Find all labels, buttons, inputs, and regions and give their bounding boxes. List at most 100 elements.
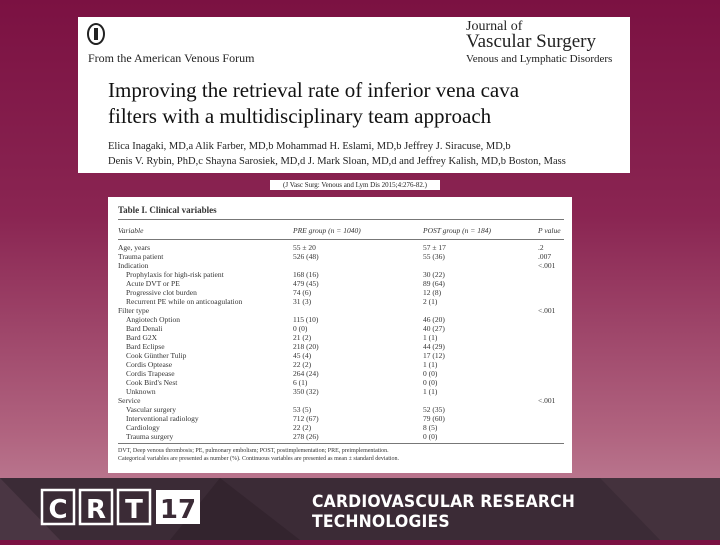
- header-cell: PRE group (n = 1040): [293, 226, 361, 235]
- row-label: Angiotech Option: [126, 315, 180, 324]
- row-label: Cook Bird's Nest: [126, 378, 178, 387]
- cell: 1 (1): [423, 333, 438, 342]
- row-label: Cordis Trapease: [126, 369, 175, 378]
- row-label: Filter type: [118, 306, 150, 315]
- header-row: Variable PRE group (n = 1040) POST group (…: [118, 226, 564, 235]
- cell: 2 (1): [423, 297, 438, 306]
- cell: 479 (45): [293, 279, 319, 288]
- table-rule: [118, 443, 564, 444]
- table-row: Bard Denali 0 (0) 40 (27): [118, 324, 564, 333]
- row-label: Service: [118, 396, 141, 405]
- cell: 1 (1): [423, 387, 438, 396]
- table-row: Cordis Optease 22 (2) 1 (1): [118, 360, 564, 369]
- table-row: Trauma surgery 278 (26) 0 (0): [118, 432, 564, 441]
- cell: 30 (22): [423, 270, 445, 279]
- logo-letter: T: [125, 495, 143, 525]
- cell: 526 (48): [293, 252, 319, 261]
- cell: 712 (67): [293, 414, 319, 423]
- row-label: Vascular surgery: [126, 405, 177, 414]
- citation: (J Vasc Surg: Venous and Lym Dis 2015;4:…: [270, 180, 440, 190]
- table-row: Prophylaxis for high-risk patient 168 (16…: [118, 270, 564, 279]
- row-label: Trauma surgery: [126, 432, 174, 441]
- cell: 53 (5): [293, 405, 312, 414]
- cell: 0 (0): [423, 432, 438, 441]
- table-title: Table I. Clinical variables: [118, 205, 217, 215]
- row-label: Bard G2X: [126, 333, 158, 342]
- table-row: Angiotech Option 115 (10) 46 (20): [118, 315, 564, 324]
- logo-box: [156, 490, 200, 524]
- cell: 264 (24): [293, 369, 319, 378]
- journal-label: Journal of: [466, 19, 523, 34]
- row-label: Recurrent PE while on anticoagulation: [126, 297, 243, 306]
- cell: 218 (20): [293, 342, 319, 351]
- cell: .2: [538, 243, 544, 252]
- publisher-tag: From the American Venous Forum: [88, 51, 255, 65]
- cell: 168 (16): [293, 270, 319, 279]
- cell: 6 (1): [293, 378, 308, 387]
- cell: 278 (26): [293, 432, 319, 441]
- row-label: Bard Denali: [126, 324, 163, 333]
- table-row: Bard G2X 21 (2) 1 (1): [118, 333, 564, 342]
- logo-letter: R: [86, 495, 106, 525]
- cell: 89 (64): [423, 279, 445, 288]
- cell: .007: [538, 252, 552, 261]
- cell: 31 (3): [293, 297, 312, 306]
- organization: CARDIOVASCULAR RESEARCH TECHNOLOGIES: [312, 492, 576, 532]
- table-row: Indication <.001: [118, 261, 564, 270]
- cell: <.001: [538, 396, 556, 405]
- table-row: Bard Eclipse 218 (20) 44 (29): [118, 342, 564, 351]
- cell: <.001: [538, 306, 556, 315]
- table-row: Acute DVT or PE 479 (45) 89 (64): [118, 279, 564, 288]
- article-header: From the American Venous Forum Journal o…: [78, 17, 630, 173]
- row-label: Cook Günther Tulip: [126, 351, 187, 360]
- footer-art: C R T 17: [0, 478, 720, 540]
- logo-box: [116, 488, 152, 526]
- cell: 22 (2): [293, 360, 312, 369]
- cell: 0 (0): [293, 324, 308, 333]
- logo-box: [78, 488, 114, 526]
- cell: 52 (35): [423, 405, 445, 414]
- table-row: Filter type <.001: [118, 306, 564, 315]
- row-label: Interventional radiology: [126, 414, 199, 423]
- cell: 40 (27): [423, 324, 445, 333]
- logo-number: 17: [160, 495, 196, 525]
- author-line: Denis V. Rybin, PhD,c Shayna Sarosiek, M…: [108, 156, 566, 167]
- cell: 46 (20): [423, 315, 445, 324]
- header-cell: POST group (n = 184): [423, 226, 491, 235]
- cell: 350 (32): [293, 387, 319, 396]
- row-label: Cordis Optease: [126, 360, 173, 369]
- logo-letter: C: [48, 495, 67, 525]
- authors: Elica Inagaki, MD,a Alik Farber, MD,b Mo…: [108, 139, 566, 169]
- cell: 57 ± 17: [423, 243, 446, 252]
- article-title: Improving the retrieval rate of inferior…: [108, 77, 519, 129]
- logo-box: [40, 488, 76, 526]
- journal-subtitle: Venous and Lymphatic Disorders: [466, 53, 613, 65]
- cell: 17 (12): [423, 351, 445, 360]
- table-row: Progressive clot burden 74 (6) 12 (8): [118, 288, 564, 297]
- row-label: Acute DVT or PE: [126, 279, 180, 288]
- title-line: filters with a multidisciplinary team ap…: [108, 104, 492, 128]
- cell: <.001: [538, 261, 556, 270]
- journal-name: Vascular Surgery: [466, 31, 596, 52]
- table-row: Age, years 55 ± 20 57 ± 17 .2: [118, 243, 564, 252]
- table-row: Cook Bird's Nest 6 (1) 0 (0): [118, 378, 564, 387]
- table-row: Service <.001: [118, 396, 564, 405]
- cell: 55 ± 20: [293, 243, 316, 252]
- table-row: Unknown 350 (32) 1 (1): [118, 387, 564, 396]
- table: Table I. Clinical variables DVT, Deep ve…: [108, 197, 572, 473]
- cell: 1 (1): [423, 360, 438, 369]
- row-label: Trauma patient: [118, 252, 164, 261]
- table-rule: [118, 219, 564, 220]
- row-label: Indication: [118, 261, 149, 270]
- cell: 22 (2): [293, 423, 312, 432]
- footnote: Categorical variables are presented as n…: [118, 456, 400, 462]
- footer: C R T 17 CARDIOVASCULAR RESEARCH TECHNOLOGI…: [0, 478, 720, 540]
- cell: 21 (2): [293, 333, 312, 342]
- cell: 74 (6): [293, 288, 312, 297]
- row-label: Progressive clot burden: [126, 288, 197, 297]
- header-cell: P value: [538, 226, 561, 235]
- title-line: Improving the retrieval rate of inferior…: [108, 78, 520, 102]
- publisher-logo: [87, 23, 105, 45]
- row-label: Unknown: [126, 387, 156, 396]
